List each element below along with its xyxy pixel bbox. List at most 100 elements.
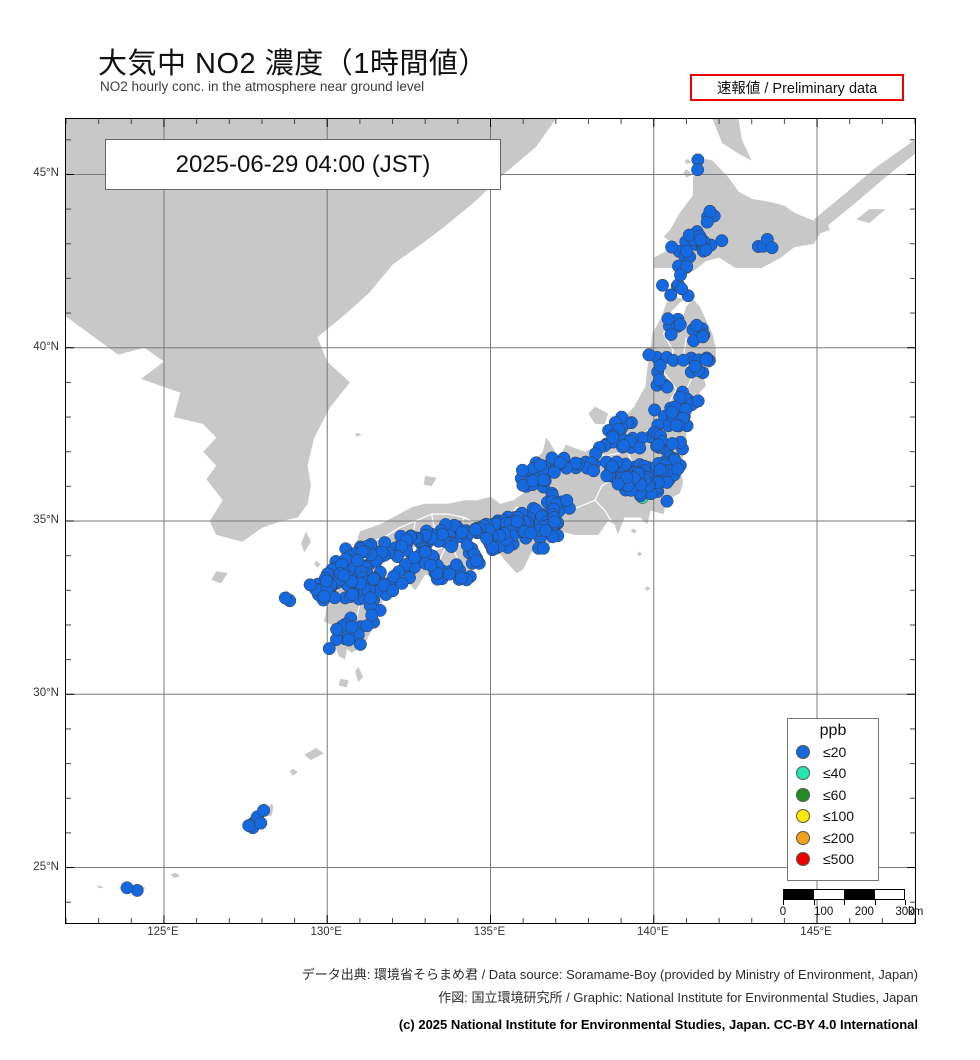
- station-point[interactable]: [547, 465, 561, 479]
- station-point[interactable]: [322, 642, 336, 656]
- station-point[interactable]: [367, 572, 381, 586]
- scale-bar-tick: [874, 900, 876, 905]
- station-point[interactable]: [468, 523, 482, 537]
- continent-asia: [66, 119, 556, 542]
- station-point[interactable]: [605, 460, 619, 474]
- scale-bar-label: 0: [779, 906, 787, 918]
- station-point[interactable]: [515, 463, 529, 477]
- station-point[interactable]: [696, 330, 710, 344]
- station-point[interactable]: [690, 318, 704, 332]
- station-point[interactable]: [470, 554, 484, 568]
- station-point[interactable]: [254, 816, 268, 830]
- legend-item[interactable]: ≤200: [788, 827, 878, 849]
- station-point[interactable]: [673, 318, 687, 332]
- station-point[interactable]: [611, 477, 625, 491]
- station-point[interactable]: [703, 204, 717, 218]
- station-point[interactable]: [765, 241, 779, 255]
- scale-bar-tick: [905, 900, 906, 905]
- station-point[interactable]: [587, 464, 601, 478]
- station-point[interactable]: [317, 590, 331, 604]
- station-point[interactable]: [450, 558, 463, 572]
- station-point[interactable]: [510, 515, 524, 529]
- station-point[interactable]: [360, 619, 374, 633]
- station-point[interactable]: [699, 353, 713, 367]
- station-point[interactable]: [653, 463, 667, 476]
- station-point[interactable]: [418, 545, 432, 559]
- station-point[interactable]: [435, 527, 449, 541]
- station-point[interactable]: [536, 541, 550, 555]
- x-axis-tick-label: 140°E: [637, 926, 669, 938]
- station-point[interactable]: [651, 438, 665, 452]
- station-point[interactable]: [353, 637, 367, 651]
- station-point[interactable]: [606, 430, 620, 444]
- station-point[interactable]: [303, 578, 317, 592]
- station-point[interactable]: [319, 574, 333, 588]
- station-point[interactable]: [677, 353, 690, 367]
- station-point[interactable]: [455, 525, 469, 539]
- station-point[interactable]: [424, 558, 438, 572]
- legend-item[interactable]: ≤60: [788, 784, 878, 806]
- station-point[interactable]: [120, 881, 134, 895]
- yonaguni-island: [97, 885, 104, 889]
- station-point[interactable]: [444, 540, 458, 554]
- station-point[interactable]: [661, 312, 675, 326]
- station-point[interactable]: [620, 470, 634, 484]
- station-point[interactable]: [691, 163, 705, 177]
- legend-item[interactable]: ≤20: [788, 741, 878, 763]
- station-point[interactable]: [633, 441, 647, 455]
- station-point[interactable]: [345, 620, 359, 634]
- station-point[interactable]: [455, 571, 468, 585]
- station-point[interactable]: [664, 328, 678, 341]
- station-point[interactable]: [670, 419, 683, 433]
- y-axis-tick-label: 25°N: [33, 860, 59, 873]
- station-point[interactable]: [345, 587, 359, 601]
- station-point[interactable]: [395, 576, 409, 590]
- station-point[interactable]: [539, 524, 553, 538]
- station-point[interactable]: [660, 494, 674, 508]
- station-point[interactable]: [408, 551, 421, 565]
- station-point[interactable]: [653, 359, 667, 373]
- legend-item[interactable]: ≤40: [788, 763, 878, 785]
- miyako-island: [170, 872, 181, 878]
- station-point[interactable]: [257, 803, 271, 817]
- station-point[interactable]: [442, 567, 456, 581]
- station-point[interactable]: [688, 360, 702, 373]
- station-point[interactable]: [460, 538, 474, 552]
- station-point[interactable]: [680, 244, 694, 258]
- station-point[interactable]: [656, 278, 669, 292]
- station-point[interactable]: [533, 458, 547, 472]
- station-point[interactable]: [278, 591, 292, 605]
- station-point[interactable]: [700, 215, 714, 229]
- station-point[interactable]: [617, 439, 631, 453]
- station-point[interactable]: [386, 584, 400, 598]
- station-point[interactable]: [364, 591, 378, 605]
- station-point[interactable]: [674, 268, 687, 282]
- station-point[interactable]: [337, 569, 351, 582]
- station-point[interactable]: [342, 633, 356, 647]
- station-point[interactable]: [648, 403, 662, 417]
- station-point[interactable]: [547, 515, 561, 529]
- station-point[interactable]: [691, 394, 705, 408]
- station-point[interactable]: [553, 456, 567, 470]
- station-point[interactable]: [694, 233, 708, 247]
- station-point[interactable]: [387, 569, 401, 583]
- station-point[interactable]: [665, 240, 679, 254]
- station-point[interactable]: [664, 288, 678, 302]
- station-point[interactable]: [537, 473, 551, 487]
- station-point[interactable]: [330, 622, 344, 636]
- station-point[interactable]: [699, 243, 713, 257]
- station-point[interactable]: [351, 554, 365, 567]
- station-point[interactable]: [480, 532, 493, 545]
- legend-item[interactable]: ≤100: [788, 806, 878, 828]
- station-point[interactable]: [715, 234, 729, 248]
- station-point[interactable]: [560, 493, 574, 507]
- station-point[interactable]: [524, 526, 538, 540]
- station-point[interactable]: [665, 405, 679, 419]
- station-point[interactable]: [665, 437, 679, 451]
- map-plot-area[interactable]: [65, 118, 916, 924]
- station-point[interactable]: [675, 282, 689, 296]
- station-point[interactable]: [671, 462, 685, 476]
- station-point[interactable]: [642, 348, 656, 362]
- station-point[interactable]: [652, 373, 666, 387]
- legend-item[interactable]: ≤500: [788, 849, 878, 871]
